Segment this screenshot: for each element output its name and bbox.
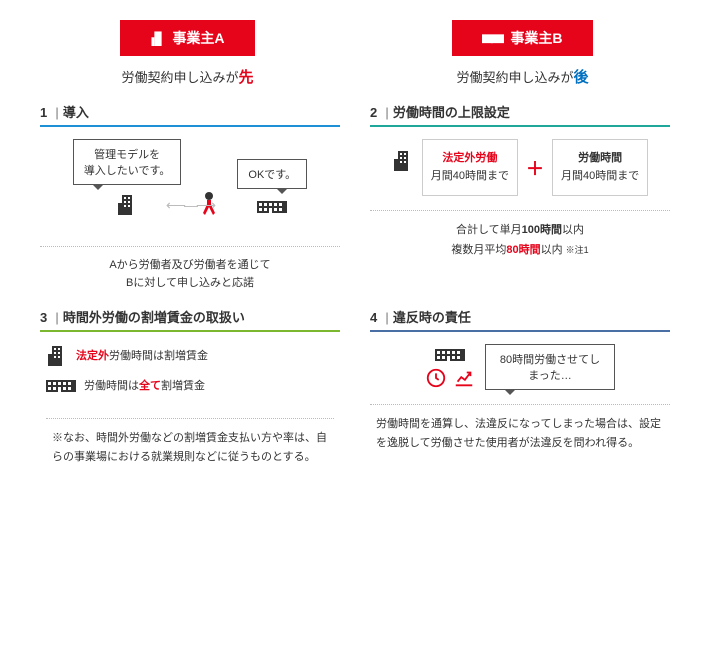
badge-employer-a: 事業主A (120, 20, 254, 56)
panels-grid: 1|導入 管理モデルを 導入したいです。 OKです。 ⟵—⟶ Aから労働者及び労… (40, 102, 670, 467)
subtitle-a: 労働契約申し込みが先 (40, 66, 335, 87)
badge-a-label: 事業主A (172, 28, 224, 48)
panel-4-title: 4|違反時の責任 (370, 307, 670, 332)
chart-up-icon (453, 367, 475, 389)
dotted-divider (40, 246, 340, 247)
panel-intro: 1|導入 管理モデルを 導入したいです。 OKです。 ⟵—⟶ Aから労働者及び労… (40, 102, 340, 292)
building-a-icon (392, 149, 414, 171)
panel-limit: 2|労働時間の上限設定 法定外労働 月間40時間まで ＋ 労働時間 月間40時間… (370, 102, 670, 292)
building-b-icon (435, 345, 465, 363)
panel-2-summary: 合計して単月100時間以内 複数月平均80時間以内 ※注1 (451, 221, 588, 261)
panel-2-title: 2|労働時間の上限設定 (370, 102, 670, 127)
speech-introduce: 管理モデルを 導入したいです。 (73, 139, 182, 185)
building-b-icon (482, 31, 504, 45)
line-item-a: 法定外労働時間は割増賃金 (46, 344, 208, 366)
speech-ok: OKです。 (237, 159, 307, 189)
dotted-divider (370, 404, 670, 405)
panel-1-body: 管理モデルを 導入したいです。 OKです。 ⟵—⟶ Aから労働者及び労働者を通じ… (40, 139, 340, 292)
panel-4-body: 80時間労働させてしまった… 労働時間を通算し、法違反になってしまった場合は、設… (370, 344, 670, 452)
dotted-divider (46, 418, 334, 419)
building-a-icon (46, 344, 68, 366)
panel-4-desc: 労働時間を通算し、法違反になってしまった場合は、設定を逸脱して労働させた使用者が… (370, 415, 670, 452)
dotted-divider (370, 210, 670, 211)
panel-3-title: 3|時間外労働の割増賃金の取扱い (40, 307, 340, 332)
limit-box-overtime: 法定外労働 月間40時間まで (422, 139, 518, 196)
speech-violation: 80時間労働させてしまった… (485, 344, 615, 390)
panel-violation: 4|違反時の責任 80時間労働させてしまった… 労働時間を通算し、法違反になって… (370, 307, 670, 466)
plus-icon: ＋ (526, 155, 544, 181)
line-item-b: 労働時間は全て割増賃金 (46, 376, 205, 394)
panel-1-desc: Aから労働者及び労働者を通じて Bに対して申し込みと応諾 (109, 257, 270, 292)
panel-1-title: 1|導入 (40, 102, 340, 127)
building-b-icon (46, 376, 76, 394)
header-col-a: 事業主A 労働契約申し込みが先 (40, 20, 335, 87)
badge-b-label: 事業主B (510, 28, 562, 48)
panel-3-body: 法定外労働時間は割増賃金 労働時間は全て割増賃金 ※なお、時間外労働などの割増賃… (40, 344, 340, 466)
badge-employer-b: 事業主B (452, 20, 592, 56)
limit-box-work: 労働時間 月間40時間まで (552, 139, 648, 196)
double-arrow-icon: ⟵—⟶ (166, 197, 214, 213)
panel-2-body: 法定外労働 月間40時間まで ＋ 労働時間 月間40時間まで 合計して単月100… (370, 139, 670, 261)
header-row: 事業主A 労働契約申し込みが先 事業主B 労働契約申し込みが後 (40, 20, 670, 87)
subtitle-b: 労働契約申し込みが後 (375, 66, 670, 87)
panel-premium: 3|時間外労働の割増賃金の取扱い 法定外労働時間は割増賃金 労働時間は全て割増賃… (40, 307, 340, 466)
clock-icon (425, 367, 447, 389)
building-a-icon (150, 30, 166, 46)
header-col-b: 事業主B 労働契約申し込みが後 (375, 20, 670, 87)
panel-3-note: ※なお、時間外労働などの割増賃金支払い方や率は、自らの事業場における就業規則など… (46, 429, 334, 466)
